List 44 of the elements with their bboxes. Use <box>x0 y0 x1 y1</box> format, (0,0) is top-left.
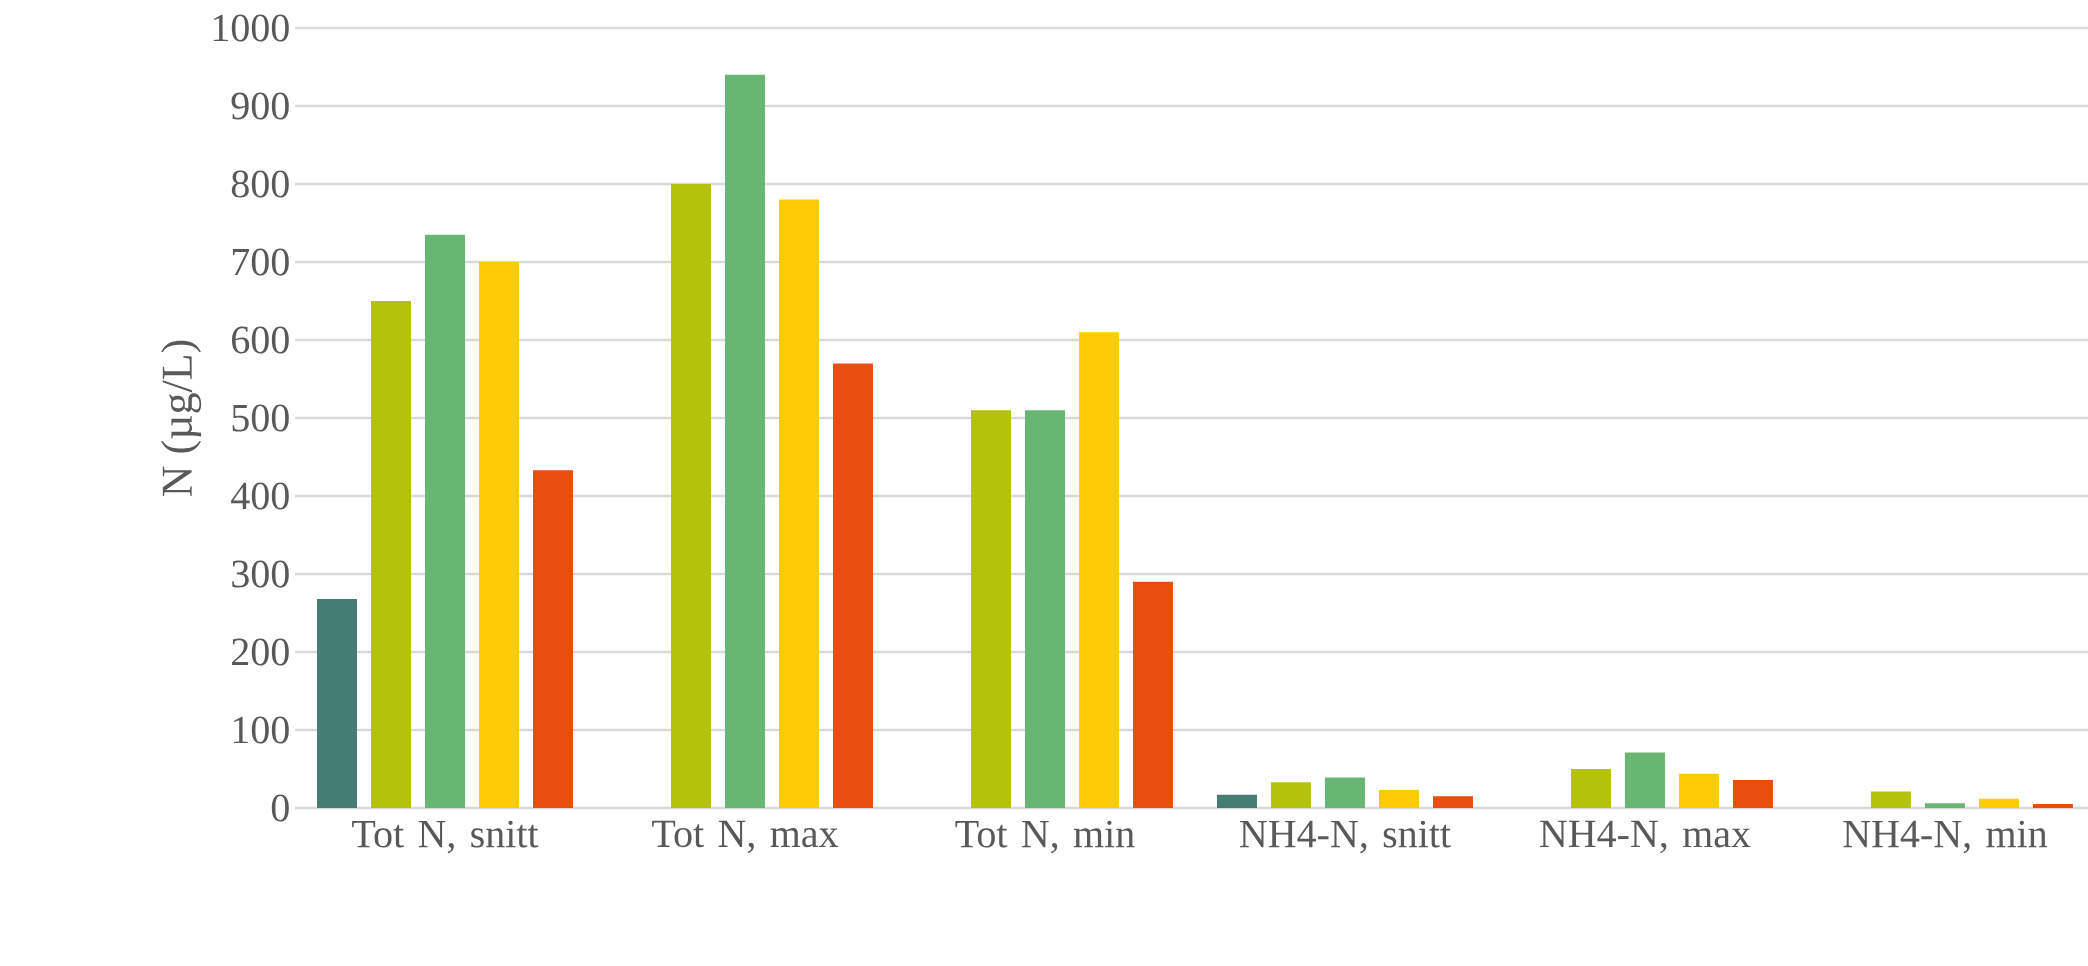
y-tick-label: 0 <box>271 794 289 822</box>
bar <box>1324 777 1365 808</box>
bar <box>425 234 465 808</box>
bar <box>1624 752 1665 808</box>
y-axis-title: N (µg/L) <box>161 340 202 496</box>
y-tick-label: 500 <box>232 404 289 432</box>
bar <box>1078 332 1119 808</box>
bar <box>724 74 765 808</box>
bar <box>1216 794 1257 808</box>
bar <box>1978 798 2019 808</box>
y-tick-label: 800 <box>231 170 289 198</box>
bar <box>1378 790 1419 808</box>
bar <box>1732 779 1773 808</box>
bar <box>479 261 520 808</box>
y-tick-label: 700 <box>232 248 289 276</box>
y-tick-label: 1000 <box>213 14 289 42</box>
y-tick-label: 300 <box>232 560 289 588</box>
bar <box>2032 804 2073 808</box>
bar <box>832 363 873 808</box>
bar <box>671 183 711 808</box>
bar <box>1570 768 1611 808</box>
x-tick-label: Tot N, max <box>652 820 839 854</box>
bar <box>317 598 357 808</box>
bar <box>1678 773 1719 808</box>
x-tick-label: NH4-N, snitt <box>1240 820 1451 854</box>
x-tick-label: NH4-N, min <box>1843 820 2048 854</box>
bar <box>1432 796 1473 808</box>
bar <box>371 300 412 808</box>
x-tick-label: Tot N, min <box>955 820 1135 854</box>
bar <box>1024 410 1065 808</box>
bar <box>1924 803 1965 808</box>
bar <box>1870 791 1911 808</box>
x-tick-label: NH4-N, max <box>1540 820 1751 854</box>
bar <box>1132 581 1173 808</box>
y-tick-label: 600 <box>232 326 289 354</box>
y-tick-label: 900 <box>231 92 289 120</box>
y-tick-label: 400 <box>231 482 289 510</box>
bar <box>778 199 819 808</box>
bar <box>1270 782 1311 808</box>
y-tick-label: 100 <box>233 716 289 744</box>
bar <box>970 410 1011 808</box>
bar <box>533 470 574 808</box>
y-tick-label: 200 <box>232 638 289 666</box>
x-tick-label: Tot N, snitt <box>352 820 539 854</box>
